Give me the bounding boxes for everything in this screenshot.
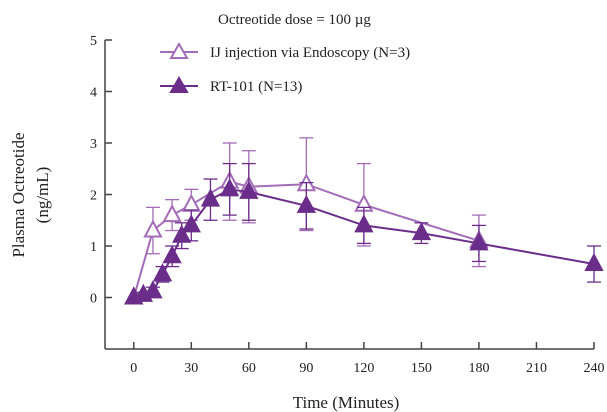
- x-tick-label-120: 120: [353, 361, 374, 376]
- data-point-1-13: [469, 232, 489, 251]
- legend-label-rt101: RT-101 (N=13): [210, 79, 302, 95]
- data-point-1-3: [152, 263, 173, 282]
- data-point-1-14: [584, 252, 604, 272]
- data-point-1-2: [143, 280, 163, 299]
- data-point-1-6: [181, 214, 201, 233]
- data-point-0-2: [162, 203, 182, 223]
- dose-annotation: Octreotide dose = 100 µg: [218, 12, 371, 28]
- y-axis-title-line1: Plasma Octreotide: [9, 132, 28, 257]
- y-axis-title: Plasma Octreotide (ng/mL): [9, 132, 52, 257]
- x-tick-label-150: 150: [411, 361, 432, 376]
- legend-marker-rt101: [169, 75, 189, 93]
- x-tick-label-180: 180: [468, 361, 489, 376]
- data-point-1-11: [354, 214, 374, 233]
- data-point-1-8: [219, 178, 240, 197]
- y-tick-label-1: 1: [90, 240, 97, 255]
- data-point-1-9: [239, 180, 259, 199]
- data-point-1-7: [200, 188, 221, 207]
- data-point-0-3: [181, 193, 201, 212]
- y-tick-label-5: 5: [90, 34, 97, 49]
- data-point-0-1: [143, 219, 163, 238]
- x-tick-label-30: 30: [184, 361, 198, 376]
- x-tick-label-0: 0: [130, 361, 137, 376]
- data-point-1-4: [162, 245, 182, 264]
- legend: IJ injection via Endoscopy (N=3) RT-101 …: [160, 41, 410, 95]
- axes: 0 1 2 3 4 5 0 30 60 90 120 150 180 210 240: [90, 34, 605, 376]
- x-axis-title: Time (Minutes): [293, 393, 400, 412]
- data-point-1-10: [296, 194, 317, 213]
- data-point-1-5: [172, 224, 192, 243]
- y-tick-label-0: 0: [90, 292, 97, 307]
- y-tick-label-4: 4: [90, 86, 97, 101]
- data-point-1-12: [411, 222, 432, 241]
- y-tick-label-2: 2: [90, 189, 97, 204]
- x-tick-label-60: 60: [242, 361, 256, 376]
- y-tick-label-3: 3: [90, 137, 97, 152]
- series-1: [124, 162, 604, 305]
- legend-marker-ij: [169, 41, 189, 59]
- x-tick-label-90: 90: [299, 361, 313, 376]
- series-layer: [124, 137, 604, 305]
- y-axis-title-line2: (ng/mL): [33, 167, 52, 224]
- legend-label-ij: IJ injection via Endoscopy (N=3): [210, 45, 410, 61]
- x-tick-label-240: 240: [584, 361, 605, 376]
- x-tick-label-210: 210: [526, 361, 547, 376]
